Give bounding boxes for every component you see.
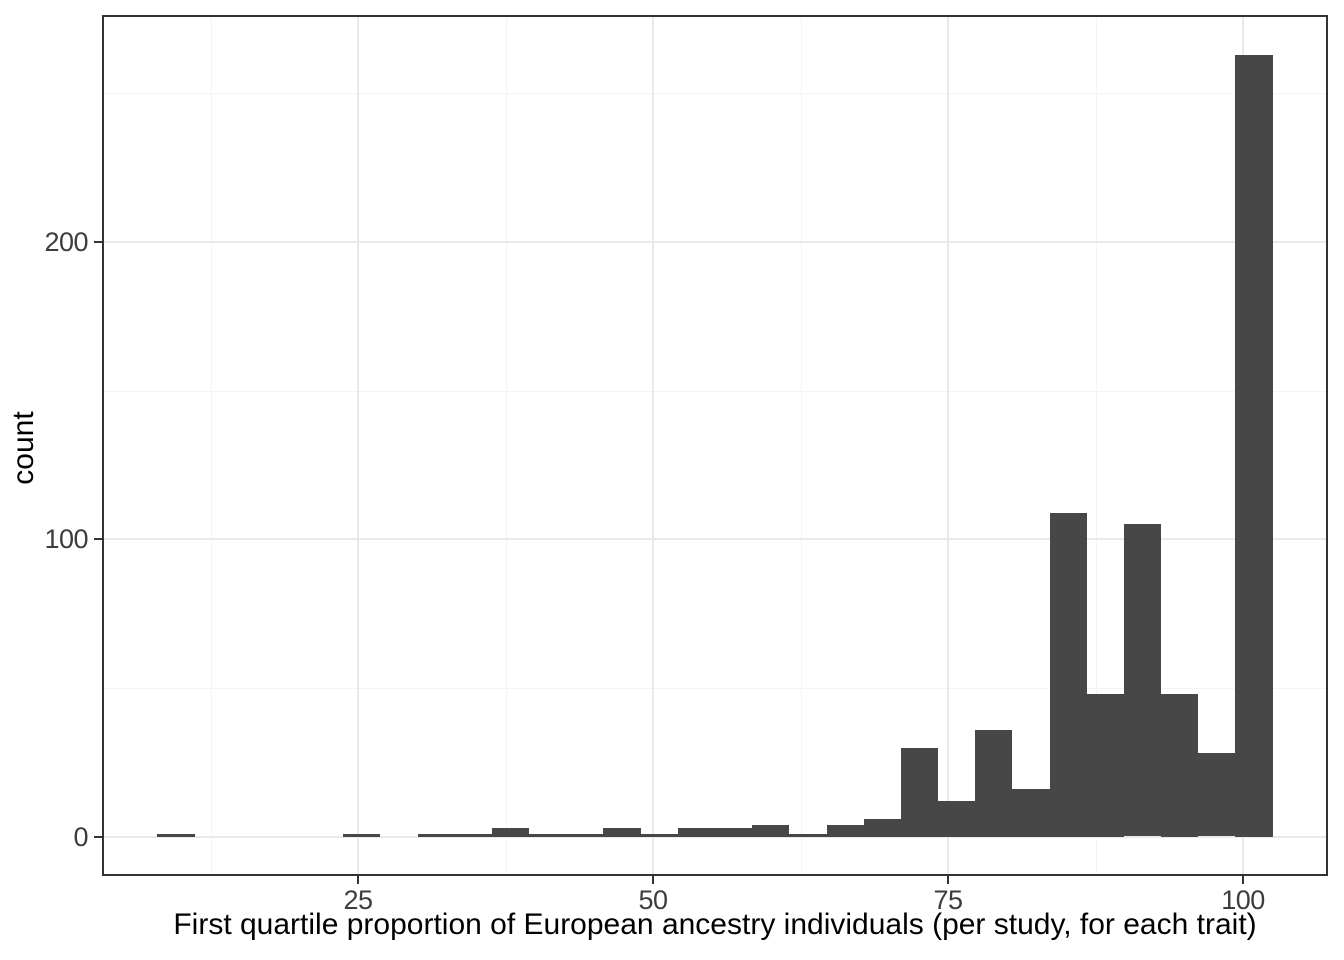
gridline-major	[102, 241, 1328, 243]
gridline-major	[102, 538, 1328, 540]
histogram-bar	[455, 834, 492, 837]
histogram-bar	[715, 828, 752, 837]
histogram-bar	[529, 834, 566, 837]
histogram-bar	[789, 834, 827, 837]
x-tick	[947, 876, 949, 884]
histogram-bar	[1161, 694, 1198, 837]
gridline-major	[102, 836, 1328, 838]
histogram-bar	[418, 834, 455, 837]
histogram-bar	[603, 828, 641, 837]
y-tick	[94, 836, 102, 838]
gridline-minor	[211, 15, 212, 876]
histogram-bar	[827, 825, 864, 837]
histogram-bar	[492, 828, 529, 837]
histogram-bar	[938, 801, 975, 837]
histogram-bar	[641, 834, 678, 837]
gridline-major	[357, 15, 359, 876]
histogram-bar	[157, 834, 195, 837]
gridline-minor	[1096, 15, 1097, 876]
gridline-minor	[102, 391, 1328, 392]
histogram-bar	[1050, 513, 1087, 837]
x-tick-label: 75	[933, 885, 963, 915]
x-axis-title: First quartile proportion of European an…	[173, 908, 1257, 941]
histogram-bar	[343, 834, 380, 837]
x-tick	[1242, 876, 1244, 884]
x-tick-label: 100	[1221, 885, 1265, 915]
gridline-major	[947, 15, 949, 876]
histogram-bar	[752, 825, 789, 837]
y-axis-title: count	[7, 411, 40, 485]
x-tick-label: 50	[638, 885, 668, 915]
y-tick	[94, 241, 102, 243]
histogram-bar	[975, 730, 1012, 837]
histogram-bar	[1235, 55, 1273, 837]
y-tick-label: 200	[44, 227, 88, 257]
histogram-bar	[678, 828, 715, 837]
histogram-bar	[901, 748, 938, 837]
histogram-bar	[566, 834, 603, 837]
x-tick	[357, 876, 359, 884]
histogram-bar	[1198, 753, 1235, 836]
y-tick-label: 100	[44, 524, 88, 554]
plot-panel	[102, 15, 1328, 876]
x-tick	[652, 876, 654, 884]
histogram-bar	[1087, 694, 1124, 837]
x-tick-label: 25	[343, 885, 373, 915]
gridline-major	[652, 15, 654, 876]
gridline-minor	[801, 15, 802, 876]
histogram-bar	[1012, 789, 1050, 837]
gridline-minor	[506, 15, 507, 876]
y-tick	[94, 538, 102, 540]
histogram-bar	[1124, 524, 1161, 836]
histogram-bar	[864, 819, 901, 837]
gridline-minor	[102, 688, 1328, 689]
gridline-minor	[102, 93, 1328, 94]
y-tick-label: 0	[73, 822, 88, 852]
